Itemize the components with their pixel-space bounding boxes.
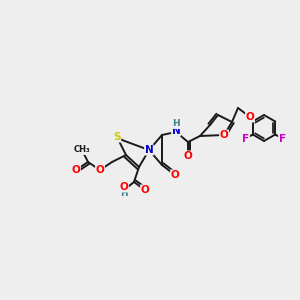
Text: O: O [72, 165, 80, 175]
Text: N: N [145, 145, 153, 155]
Text: N: N [172, 126, 180, 136]
Text: S: S [113, 132, 121, 142]
Text: F: F [242, 134, 249, 143]
Text: O: O [246, 112, 254, 122]
Text: O: O [171, 170, 179, 180]
Text: O: O [120, 182, 128, 192]
Text: O: O [184, 151, 192, 161]
Text: CH₃: CH₃ [74, 146, 90, 154]
Text: O: O [220, 130, 228, 140]
Text: O: O [141, 185, 149, 195]
Text: H: H [120, 190, 128, 199]
Text: H: H [172, 119, 180, 128]
Text: F: F [279, 134, 286, 143]
Text: O: O [96, 165, 104, 175]
